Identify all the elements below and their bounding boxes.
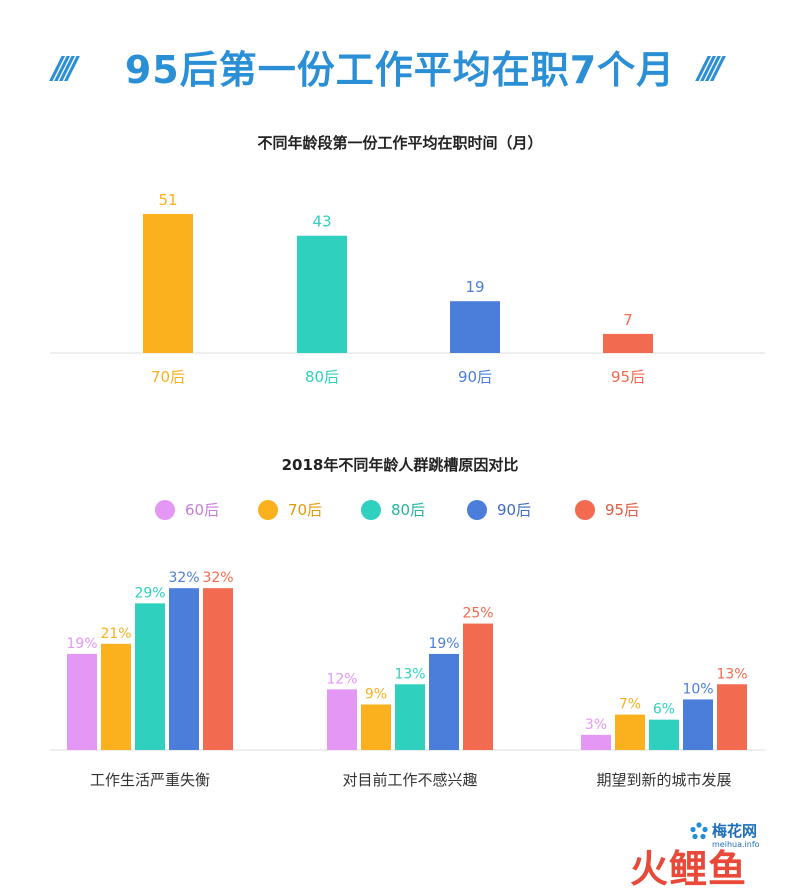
chart1-title: 不同年龄段第一份工作平均在职时间（月） (257, 134, 543, 152)
chart2-bar-95后 (717, 684, 747, 750)
chart2-bar-95后 (203, 588, 233, 750)
chart2-bar-90后 (429, 653, 459, 750)
chart2-value-label: 3% (585, 717, 607, 733)
chart2-bar-90后 (169, 588, 199, 750)
chart2-value-label: 25% (462, 606, 493, 622)
chart2-value-label: 32% (202, 570, 233, 586)
chart1-category-label: 70后 (151, 368, 185, 386)
chart1-value-label: 51 (158, 191, 177, 209)
legend-label-60: 60后 (185, 501, 220, 519)
chart2-bar-80后 (649, 719, 679, 750)
legend-label-90: 90后 (497, 501, 532, 519)
chart2-bar-60后 (581, 734, 611, 750)
chart2-category-label: 期望到新的城市发展 (596, 771, 731, 789)
legend-label-80: 80后 (391, 501, 426, 519)
watermark: 火鲤鱼 (630, 847, 748, 891)
chart2-bar-60后 (327, 689, 357, 750)
chart1-bar-95后 (603, 333, 653, 353)
legend-label-95: 95后 (605, 501, 640, 519)
legend-swatch-60 (155, 500, 175, 520)
legend-swatch-90 (467, 500, 487, 520)
brand-logo: 梅花网 meihua.info (690, 820, 770, 849)
chart1-value-label: 7 (623, 311, 633, 329)
legend-label-70: 70后 (288, 501, 323, 519)
chart2-category-label: 工作生活严重失衡 (90, 771, 210, 789)
chart2-value-label: 21% (100, 626, 131, 642)
chart2-bar-70后 (615, 714, 645, 750)
chart2-bar-90后 (683, 699, 713, 750)
chart1-bar-80后 (297, 235, 347, 353)
chart2-bar-70后 (101, 643, 131, 750)
chart2-title: 2018年不同年龄人群跳槽原因对比 (281, 456, 519, 474)
legend-swatch-80 (361, 500, 381, 520)
chart2-category-label: 对目前工作不感兴趣 (342, 771, 477, 789)
page-title: 95后第一份工作平均在职7个月 (124, 48, 676, 92)
chart2-value-label: 19% (428, 636, 459, 652)
chart1-bar-90后 (450, 301, 500, 353)
chart1-category-label: 95后 (611, 368, 645, 386)
chart2-bar-80后 (135, 603, 165, 750)
chart1-category-label: 80后 (305, 368, 339, 386)
brand-logo-text: 梅花网 (712, 822, 758, 840)
flower-icon (690, 822, 708, 840)
chart2-value-label: 12% (326, 671, 357, 687)
chart2-value-label: 13% (716, 666, 747, 682)
chart2-job-change-reasons: 19%21%29%32% 32%工作生活严重失衡12%9%13%19%25%对目前… (50, 570, 765, 789)
chart2-value-label: 29% (134, 585, 165, 601)
chart2-value-label: 6% (653, 702, 675, 718)
chart1-value-label: 43 (312, 213, 331, 231)
chart1-tenure-by-age: 51 70后 43 80后 19 90后 7 95后 (50, 191, 765, 386)
chart2-bar-80后 (395, 684, 425, 750)
title-deco-right: //// (698, 51, 724, 86)
chart2-value-label: 13% (394, 666, 425, 682)
chart2-value-label: 10% (682, 681, 713, 697)
chart2-value-label: 9% (365, 686, 387, 702)
chart2-bar-95后 (463, 623, 493, 750)
chart2-legend: 60后 70后 80后 90后 95后 (0, 496, 800, 524)
chart2-value-label: 19% (66, 636, 97, 652)
chart1-value-label: 19 (465, 278, 484, 296)
chart2-value-label: 32% (168, 570, 199, 586)
chart2-bar-60后 (67, 653, 97, 750)
title-row: //// 95后第一份工作平均在职7个月 //// (0, 40, 800, 100)
chart2-value-label: 7% (619, 697, 641, 713)
brand-logo-sub: meihua.info (712, 840, 760, 849)
legend-swatch-70 (258, 500, 278, 520)
chart1-bar-70后 (143, 213, 193, 353)
chart2-bar-70后 (361, 704, 391, 750)
chart1-category-label: 90后 (458, 368, 492, 386)
legend-swatch-95 (575, 500, 595, 520)
